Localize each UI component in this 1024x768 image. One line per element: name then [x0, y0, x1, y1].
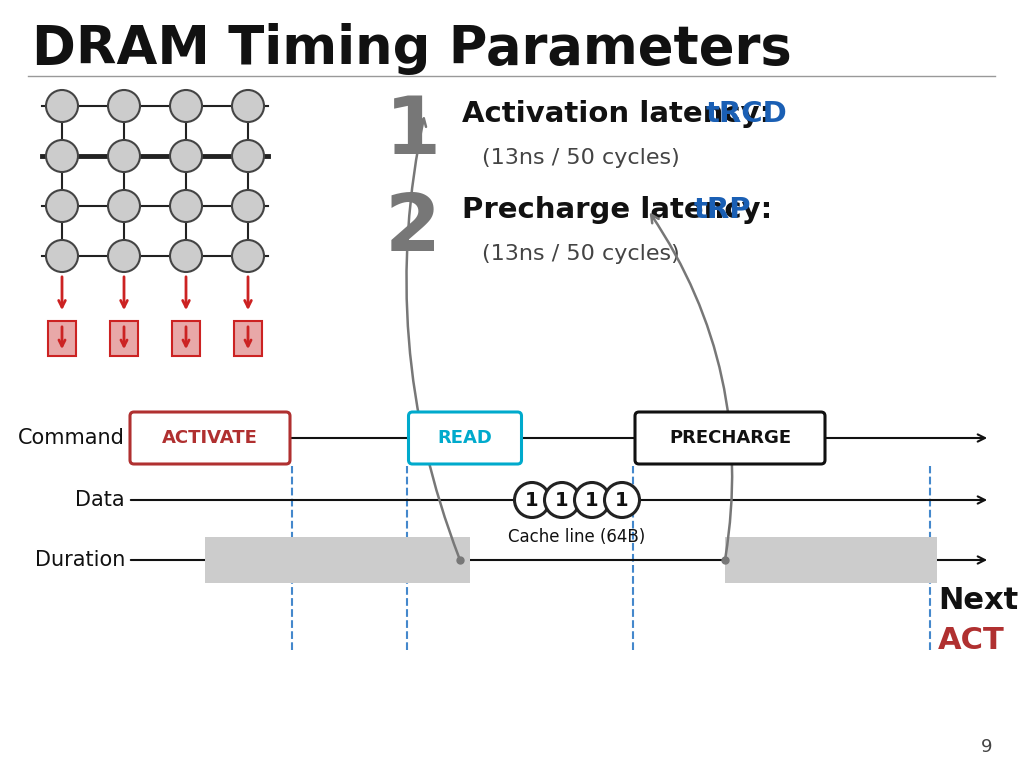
Text: 9: 9 — [981, 738, 992, 756]
Text: tRP: tRP — [694, 196, 752, 224]
Circle shape — [46, 190, 78, 222]
Text: (13ns / 50 cycles): (13ns / 50 cycles) — [482, 148, 680, 168]
Circle shape — [170, 140, 202, 172]
Circle shape — [46, 90, 78, 122]
Text: Data: Data — [76, 490, 125, 510]
FancyBboxPatch shape — [725, 537, 937, 583]
FancyBboxPatch shape — [409, 412, 521, 464]
Text: ACTIVATE: ACTIVATE — [162, 429, 258, 447]
Text: Precharge latency:: Precharge latency: — [462, 196, 782, 224]
Text: Activation latency:: Activation latency: — [462, 100, 781, 128]
Circle shape — [545, 482, 580, 518]
Text: 1: 1 — [555, 491, 568, 509]
FancyBboxPatch shape — [172, 321, 200, 356]
Circle shape — [108, 90, 140, 122]
Circle shape — [46, 140, 78, 172]
Text: READ: READ — [437, 429, 493, 447]
FancyBboxPatch shape — [234, 321, 262, 356]
Circle shape — [232, 190, 264, 222]
FancyBboxPatch shape — [110, 321, 138, 356]
Text: 1: 1 — [385, 93, 441, 171]
Text: 1: 1 — [525, 491, 539, 509]
FancyBboxPatch shape — [205, 537, 470, 583]
Circle shape — [604, 482, 640, 518]
Circle shape — [232, 90, 264, 122]
Circle shape — [108, 140, 140, 172]
Circle shape — [170, 90, 202, 122]
Text: 1: 1 — [615, 491, 629, 509]
Text: 1: 1 — [585, 491, 599, 509]
Text: tRCD: tRCD — [706, 100, 787, 128]
FancyBboxPatch shape — [48, 321, 76, 356]
Text: Duration: Duration — [35, 550, 125, 570]
Text: 2: 2 — [385, 190, 441, 268]
Text: ACT: ACT — [938, 626, 1005, 655]
Text: PRECHARGE: PRECHARGE — [669, 429, 792, 447]
Circle shape — [574, 482, 609, 518]
Circle shape — [232, 140, 264, 172]
Text: Cache line (64B): Cache line (64B) — [508, 528, 645, 546]
Circle shape — [514, 482, 550, 518]
FancyBboxPatch shape — [130, 412, 290, 464]
Circle shape — [232, 240, 264, 272]
Text: Command: Command — [18, 428, 125, 448]
Circle shape — [170, 190, 202, 222]
Circle shape — [108, 240, 140, 272]
Text: DRAM Timing Parameters: DRAM Timing Parameters — [32, 23, 792, 75]
Circle shape — [108, 190, 140, 222]
Circle shape — [46, 240, 78, 272]
Text: (13ns / 50 cycles): (13ns / 50 cycles) — [482, 244, 680, 264]
Circle shape — [170, 240, 202, 272]
Text: Next: Next — [938, 586, 1018, 615]
FancyBboxPatch shape — [635, 412, 825, 464]
